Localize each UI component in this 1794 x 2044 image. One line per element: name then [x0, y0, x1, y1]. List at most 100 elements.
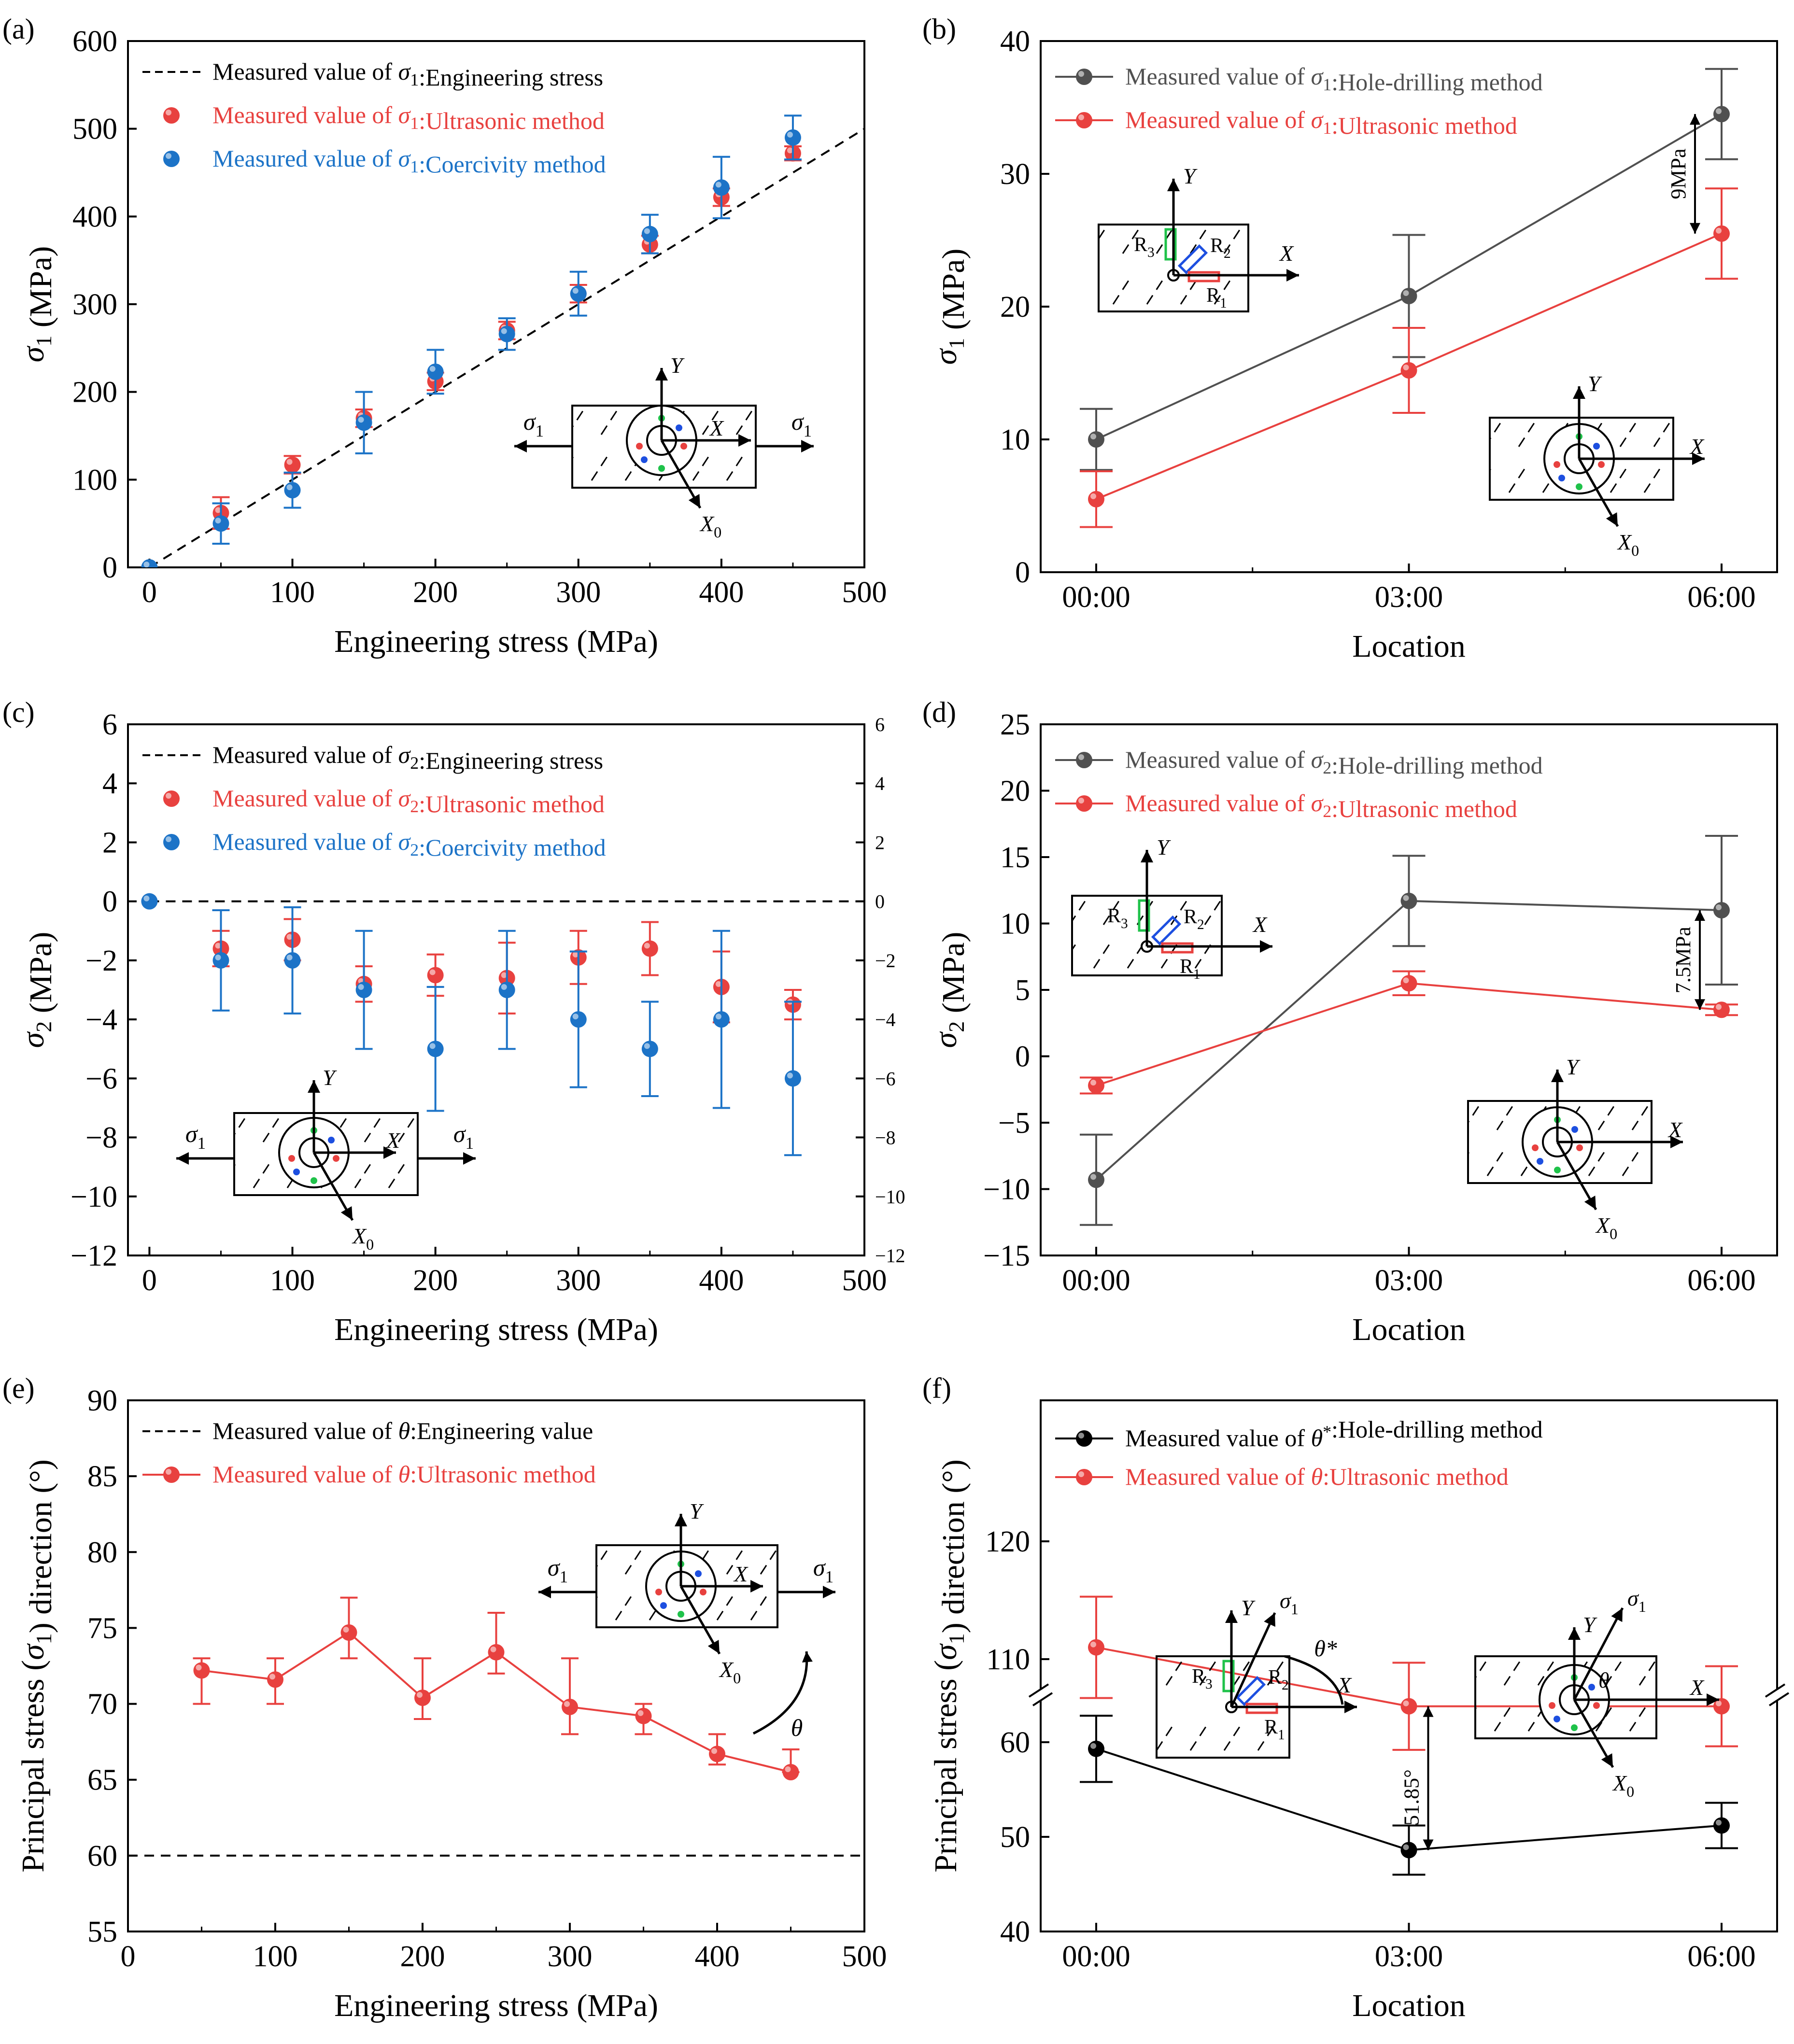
- panel-c-xlabel: Engineering stress (MPa): [334, 1312, 658, 1347]
- panel-a-inset-specimen-hatch: [591, 453, 610, 481]
- panel-a-inset-sigma-left-label: σ1: [523, 408, 544, 440]
- panel-d-inset-top-x-arrow-head: [1260, 940, 1272, 953]
- panel-c-inset-y-label: Y: [323, 1065, 337, 1090]
- data-point-shine: [358, 984, 364, 990]
- data-point-shine: [1403, 977, 1409, 984]
- panel-e-inset-probe-green: [678, 1611, 684, 1618]
- series-e-1: [193, 1596, 800, 1780]
- panel-c-inset-sigma-right-arrow-head: [463, 1152, 476, 1165]
- y-tick-label: 75: [87, 1612, 117, 1645]
- panel-d-inset-bottom-specimen-hatch: [1468, 1103, 1482, 1124]
- panel-a-inset-x0-arrow-head: [688, 493, 700, 508]
- panel-b-inset-bottom-x-label: X: [1689, 434, 1705, 459]
- panel-b-inset-top-specimen-hatch: [1122, 226, 1141, 254]
- data-point-shine: [286, 484, 293, 491]
- y-tick-label: 0: [102, 551, 117, 584]
- y-tick-label: 20: [1000, 291, 1030, 324]
- y-right-tick-label: −6: [875, 1068, 896, 1089]
- data-point-shine: [501, 972, 507, 978]
- legend-swatch-shine: [166, 153, 171, 159]
- data-point: [782, 1764, 799, 1780]
- y-tick-label: −2: [85, 944, 117, 977]
- panel-d-inset-top-specimen-hatch: [1306, 898, 1324, 925]
- panel-f-inset-right-specimen-hatch: [1629, 1704, 1648, 1732]
- y-right-tick-label: 0: [875, 891, 885, 913]
- panel-f-inset-left-r3-label: R3: [1192, 1665, 1213, 1692]
- difference-arrow-bottom: [1423, 1839, 1434, 1850]
- panel-f-inset-right-probe-red: [1593, 1702, 1600, 1709]
- panel-d-inset-bottom-probe-blue: [1537, 1158, 1543, 1165]
- panel-e-ylabel-text: Principal stress (σ1) direction (°): [15, 1459, 58, 1872]
- data-point: [267, 1671, 283, 1688]
- x-tick-label: 00:00: [1062, 1264, 1130, 1297]
- axis-break-gap: [1767, 1689, 1787, 1701]
- data-point-shine: [417, 1692, 423, 1698]
- y-tick-label: 15: [1000, 841, 1030, 874]
- data-point: [1088, 1740, 1104, 1757]
- theta-label: θ: [1598, 1668, 1610, 1692]
- panel-d-inset-top-r2-label: R2: [1184, 906, 1204, 932]
- panel-a-inset-specimen-hatch: [794, 454, 812, 480]
- data-point: [1088, 491, 1104, 507]
- panel-b-inset-bottom-specimen-hatch: [1722, 420, 1739, 447]
- legend-swatch: [1076, 752, 1092, 768]
- panel-e: (e) Engineering stress (MPa) Principal str…: [2, 1372, 887, 2023]
- panel-b-inset-top-specimen-hatch: [1326, 227, 1343, 254]
- panel-f-inset-left-specimen-hatch: [1132, 1659, 1150, 1685]
- y-tick-label: 2: [102, 826, 117, 859]
- y-tick-label: 20: [1000, 775, 1030, 808]
- panel-e-inset-probe-blue: [660, 1602, 667, 1609]
- theta-arc-head: [802, 1651, 813, 1663]
- panel-e-label: (e): [2, 1372, 35, 1404]
- panel-c-inset-specimen-hatch: [152, 1161, 170, 1188]
- panel-b-inset-top-specimen-hatch: [1112, 277, 1131, 305]
- panel-c-inset-sigma-left-label: σ1: [185, 1120, 206, 1153]
- data-point-shine: [1716, 108, 1722, 114]
- data-point-shine: [1403, 895, 1409, 901]
- panel-c-inset-specimen-border: [233, 1112, 419, 1196]
- panel-f-inset-right-specimen-hatch: [1673, 1659, 1691, 1685]
- data-point: [784, 129, 801, 146]
- panel-e-inset-specimen-hatch: [596, 1547, 610, 1568]
- panel-d-inset-top-specimen-hatch: [1170, 898, 1189, 925]
- panel-d-inset-bottom-specimen-hatch: [1690, 1149, 1708, 1176]
- panel-b-inset-bottom-specimen-hatch: [1746, 466, 1763, 493]
- panel-b-inset-bottom-specimen-hatch: [1610, 465, 1629, 493]
- panel-d-inset-bottom-x0-arrow: [1556, 1141, 1597, 1211]
- panel-b-inset-bottom-specimen-hatch: [1653, 420, 1672, 447]
- x-tick-label: 500: [842, 1940, 887, 1973]
- panel-f-inset-left-y-label: Y: [1241, 1595, 1256, 1620]
- data-point-shine: [785, 1766, 791, 1772]
- panel-d-ylabel-text: σ2 (MPa): [928, 932, 971, 1048]
- y-tick-label: 40: [1000, 25, 1030, 58]
- panel-e-inset-x-arrow-head: [750, 1580, 763, 1593]
- panel-b-inset-top-specimen-hatch: [1156, 226, 1175, 254]
- y-tick-label: 40: [1000, 1916, 1030, 1948]
- panel-e-inset-sigma-left-label: σ1: [548, 1554, 568, 1586]
- panel-e-inset-specimen-hatch: [726, 1547, 745, 1575]
- panel-a-inset-x-arrow-head: [738, 434, 751, 447]
- legend-label-1: Measured value of σ1:Ultrasonic method: [212, 101, 605, 134]
- panel-b-inset-top-gauge-r2: [1177, 244, 1208, 275]
- panel-d-inset-bottom: Y X X0: [1467, 1055, 1708, 1242]
- theta-arc: [752, 1651, 808, 1735]
- panel-f-inset-right-specimen-hatch: [1503, 1658, 1523, 1686]
- panel-a-inset-specimen-hatch: [735, 408, 755, 435]
- panel-e-ylabel: Principal stress (σ1) direction (°): [15, 1459, 58, 1872]
- data-point: [709, 1746, 725, 1762]
- data-point: [284, 952, 301, 969]
- x-tick-label: 00:00: [1062, 581, 1130, 614]
- legend-swatch: [163, 790, 180, 807]
- panel-f-inset-right-y-arrow-head: [1568, 1627, 1581, 1640]
- panel-e-inset-x0-label: X0: [719, 1657, 741, 1687]
- panel-c-label: (c): [2, 696, 35, 728]
- data-point: [1713, 225, 1730, 242]
- panel-b-inset-bottom-specimen-hatch: [1441, 466, 1459, 493]
- panel-f-inset-left-specimen-hatch: [1199, 1658, 1218, 1686]
- sigma1-direction-arrow: [1230, 1612, 1276, 1708]
- theta-label: θ: [791, 1714, 803, 1741]
- panel-c-inset-sigma-left-arrow-head: [176, 1152, 189, 1165]
- panel-e-inset-probe-blue: [695, 1570, 702, 1577]
- panel-b-inset-top-r2-label: R2: [1210, 235, 1231, 261]
- panel-f-inset-left-specimen-hatch: [1292, 1724, 1309, 1750]
